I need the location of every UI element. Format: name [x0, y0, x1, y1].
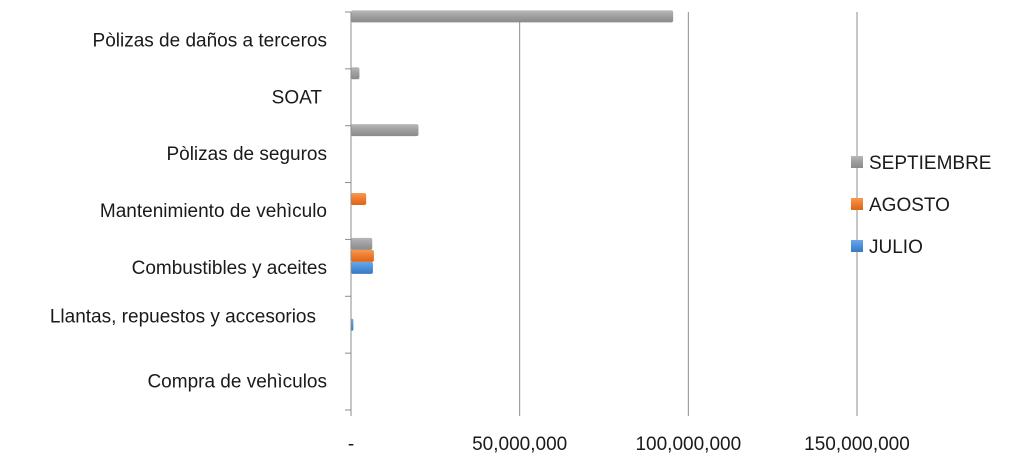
legend-swatch-julio — [851, 240, 863, 252]
category-label-5: SOAT — [272, 87, 323, 108]
legend: SEPTIEMBRE AGOSTO JULIO — [851, 153, 991, 258]
legend-swatch-septiembre — [851, 156, 863, 168]
bar-agosto-2 — [351, 249, 374, 262]
category-label-3: Mantenimiento de vehìculo — [100, 201, 327, 222]
category-label-1: Llantas, repuestos y accesorios — [50, 307, 316, 328]
legend-swatch-agosto — [851, 198, 863, 210]
category-label-0: Compra de vehìculos — [147, 372, 327, 393]
bar-septiembre-5 — [351, 67, 360, 80]
axes — [345, 11, 858, 416]
x-tick-label-1: 50,000,000 — [472, 434, 567, 455]
bar-septiembre-2 — [351, 237, 373, 250]
x-tick-label-0: - — [348, 434, 354, 455]
bar-julio-1 — [351, 318, 354, 331]
x-tick-labels: - 50,000,000 100,000,000 150,000,000 — [348, 434, 910, 455]
legend-label-septiembre: SEPTIEMBRE — [869, 153, 991, 174]
category-label-4: Pòlizas de seguros — [166, 144, 327, 165]
x-tick-label-3: 150,000,000 — [804, 434, 910, 455]
bar-septiembre-6 — [351, 10, 674, 23]
category-label-6: Pòlizas de daños a terceros — [93, 30, 327, 51]
x-tick-label-2: 100,000,000 — [635, 434, 741, 455]
legend-label-julio: JULIO — [869, 237, 923, 258]
legend-label-agosto: AGOSTO — [869, 195, 950, 216]
gridlines — [519, 12, 858, 410]
bar-agosto-3 — [351, 193, 367, 205]
bar-julio-2 — [351, 261, 373, 274]
bar-septiembre-4 — [351, 124, 419, 137]
bars — [351, 10, 674, 331]
category-labels: Compra de vehìculos Llantas, repuestos y … — [50, 30, 327, 392]
category-label-2: Combustibles y aceites — [132, 258, 327, 279]
